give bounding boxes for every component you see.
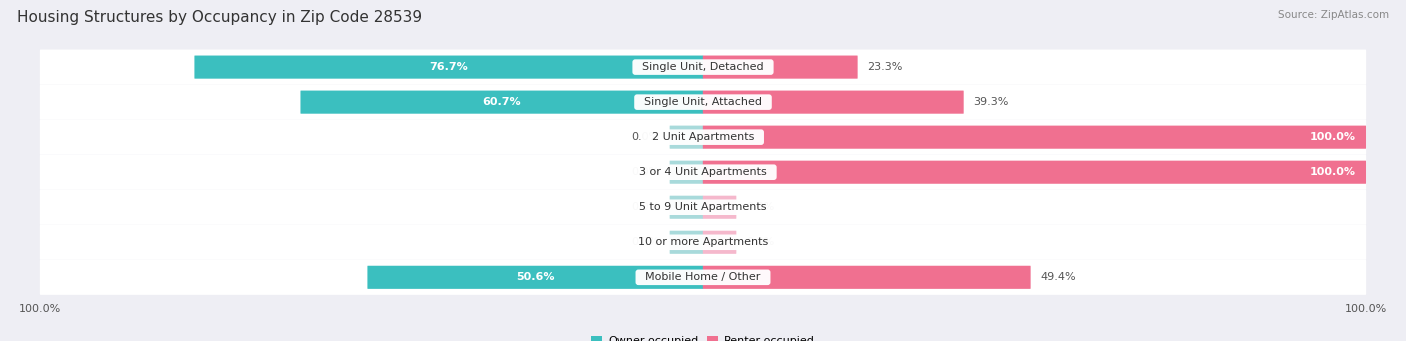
- Text: 0.0%: 0.0%: [631, 167, 659, 177]
- Text: 0.0%: 0.0%: [631, 237, 659, 247]
- Text: 0.0%: 0.0%: [631, 132, 659, 142]
- FancyBboxPatch shape: [39, 260, 1367, 295]
- FancyBboxPatch shape: [39, 85, 1367, 120]
- FancyBboxPatch shape: [703, 161, 1367, 184]
- Text: 76.7%: 76.7%: [429, 62, 468, 72]
- Legend: Owner-occupied, Renter-occupied: Owner-occupied, Renter-occupied: [586, 332, 820, 341]
- Text: 100.0%: 100.0%: [1310, 167, 1355, 177]
- Text: Source: ZipAtlas.com: Source: ZipAtlas.com: [1278, 10, 1389, 20]
- FancyBboxPatch shape: [703, 125, 1367, 149]
- FancyBboxPatch shape: [39, 120, 1367, 155]
- FancyBboxPatch shape: [703, 196, 737, 219]
- FancyBboxPatch shape: [669, 161, 703, 184]
- Text: 0.0%: 0.0%: [631, 202, 659, 212]
- Text: 0.0%: 0.0%: [747, 202, 775, 212]
- FancyBboxPatch shape: [703, 231, 737, 254]
- FancyBboxPatch shape: [703, 266, 1031, 289]
- FancyBboxPatch shape: [39, 225, 1367, 260]
- FancyBboxPatch shape: [301, 91, 703, 114]
- Text: 50.6%: 50.6%: [516, 272, 554, 282]
- FancyBboxPatch shape: [703, 91, 963, 114]
- FancyBboxPatch shape: [39, 49, 1367, 85]
- Text: 2 Unit Apartments: 2 Unit Apartments: [645, 132, 761, 142]
- Text: 0.0%: 0.0%: [747, 237, 775, 247]
- FancyBboxPatch shape: [194, 56, 703, 79]
- FancyBboxPatch shape: [703, 56, 858, 79]
- FancyBboxPatch shape: [39, 155, 1367, 190]
- Text: 100.0%: 100.0%: [1310, 132, 1355, 142]
- Text: 3 or 4 Unit Apartments: 3 or 4 Unit Apartments: [633, 167, 773, 177]
- FancyBboxPatch shape: [367, 266, 703, 289]
- FancyBboxPatch shape: [39, 190, 1367, 225]
- Text: Housing Structures by Occupancy in Zip Code 28539: Housing Structures by Occupancy in Zip C…: [17, 10, 422, 25]
- Text: Single Unit, Attached: Single Unit, Attached: [637, 97, 769, 107]
- Text: 60.7%: 60.7%: [482, 97, 522, 107]
- Text: 5 to 9 Unit Apartments: 5 to 9 Unit Apartments: [633, 202, 773, 212]
- FancyBboxPatch shape: [669, 231, 703, 254]
- Text: 49.4%: 49.4%: [1040, 272, 1076, 282]
- Text: Mobile Home / Other: Mobile Home / Other: [638, 272, 768, 282]
- Text: Single Unit, Detached: Single Unit, Detached: [636, 62, 770, 72]
- FancyBboxPatch shape: [669, 196, 703, 219]
- Text: 10 or more Apartments: 10 or more Apartments: [631, 237, 775, 247]
- Text: 39.3%: 39.3%: [973, 97, 1010, 107]
- FancyBboxPatch shape: [669, 125, 703, 149]
- Text: 23.3%: 23.3%: [868, 62, 903, 72]
